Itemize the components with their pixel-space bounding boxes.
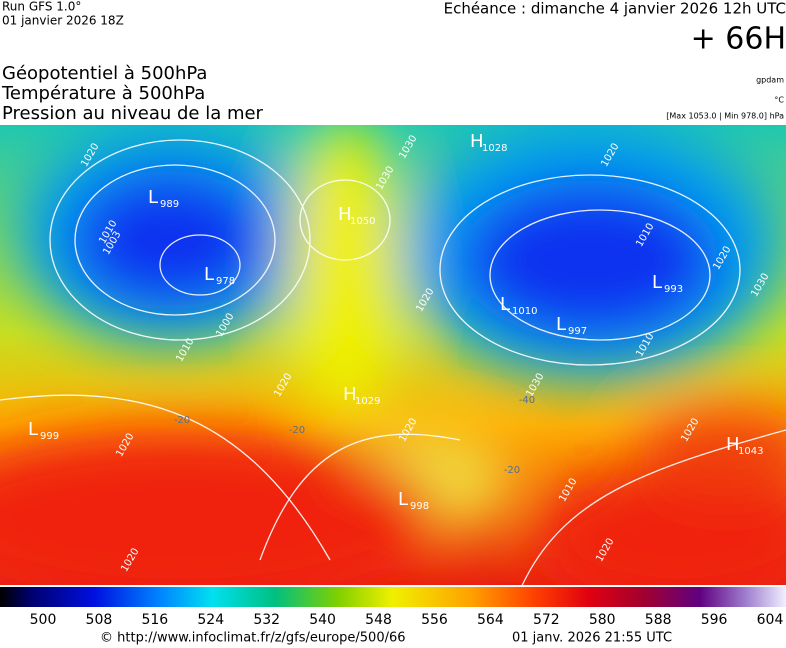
legend-label: 564 [477, 612, 504, 628]
legend-label: 524 [197, 612, 224, 628]
legend-label: 508 [86, 612, 113, 628]
center-value: 1050 [350, 216, 375, 227]
legend-label: 500 [30, 612, 57, 628]
footer-url: © http://www.infoclimat.fr/z/gfs/europe/… [100, 631, 406, 646]
center-kind: L [398, 489, 408, 510]
legend-label: 556 [421, 612, 448, 628]
color-bar [0, 587, 786, 607]
footer-date: 01 janv. 2026 21:55 UTC [512, 631, 672, 646]
run-date: 01 janvier 2026 18Z [2, 14, 124, 28]
temperature-label: -20 [174, 415, 190, 426]
field: Pression au niveau de la mer [2, 103, 264, 124]
unit: [Max 1053.0 | Min 978.0] hPa [666, 112, 784, 121]
legend-label: 516 [141, 612, 168, 628]
run: Run GFS 1.0° [2, 0, 81, 14]
unit: gpdam [756, 76, 784, 85]
center-value: 998 [410, 501, 429, 512]
field: Géopotentiel à 500hPa [2, 63, 207, 84]
legend-label: 572 [533, 612, 560, 628]
center-value: 999 [40, 431, 59, 442]
legend-label: 548 [365, 612, 392, 628]
lead-time: + 66H [691, 22, 786, 57]
center-kind: L [652, 272, 662, 293]
center-kind: L [148, 187, 158, 208]
center-value: 993 [664, 284, 683, 295]
temperature-label: -40 [519, 395, 535, 406]
center-kind: L [28, 419, 38, 440]
unit: °C [774, 96, 784, 105]
legend-label: 588 [645, 612, 672, 628]
valid-time: Echéance : dimanche 4 janvier 2026 12h U… [444, 0, 786, 18]
legend-label: 580 [589, 612, 616, 628]
center-kind: H [470, 131, 484, 152]
center-kind: H [343, 384, 357, 405]
center-value: 1028 [482, 143, 507, 154]
center-kind: L [204, 264, 214, 285]
center-kind: L [556, 314, 566, 335]
center-value: 1043 [738, 446, 763, 457]
legend-label: 532 [253, 612, 280, 628]
center-kind: L [500, 294, 510, 315]
center-value: 978 [216, 276, 235, 287]
field: Température à 500hPa [1, 83, 205, 104]
temperature-label: -20 [289, 425, 305, 436]
center-value: 989 [160, 199, 179, 210]
center-value: 1029 [355, 396, 380, 407]
legend-label: 604 [757, 612, 784, 628]
center-value: 997 [568, 326, 587, 337]
legend-label: 596 [701, 612, 728, 628]
center-value: 1010 [512, 306, 537, 317]
center-kind: H [726, 434, 740, 455]
map-field [0, 125, 786, 585]
legend-label: 540 [309, 612, 336, 628]
temperature-label: -20 [504, 465, 520, 476]
center-kind: H [338, 204, 352, 225]
